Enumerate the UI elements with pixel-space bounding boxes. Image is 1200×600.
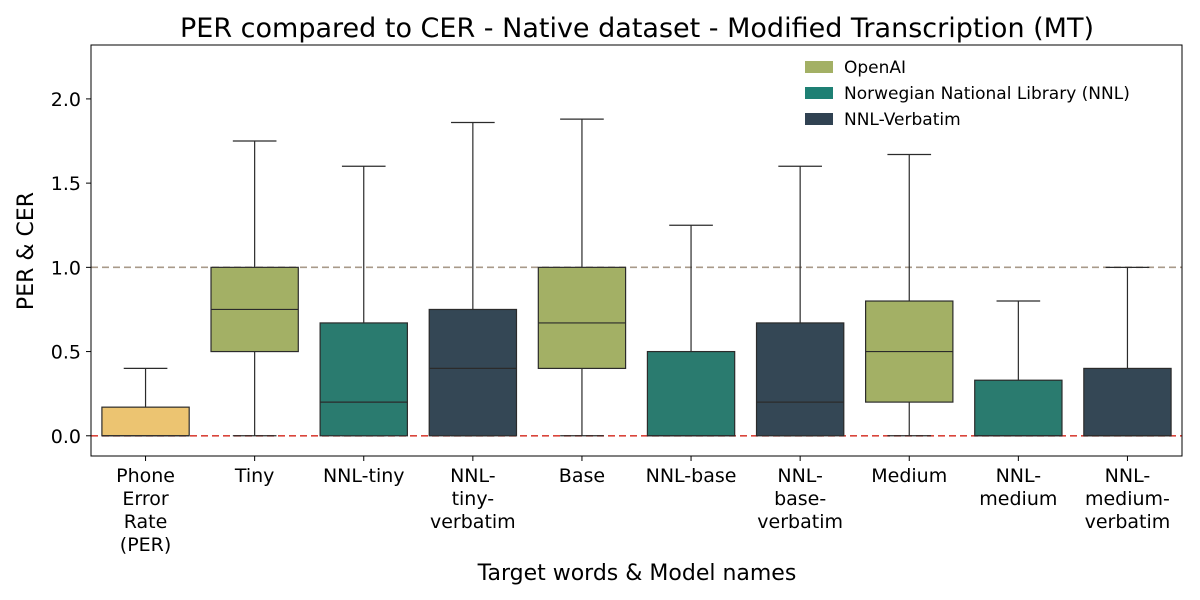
x-tick-label: Rate	[124, 511, 168, 533]
y-tick-label: 2.0	[51, 89, 81, 111]
legend-label: Norwegian National Library (NNL)	[844, 84, 1130, 104]
x-tick-label: NNL-tiny	[323, 465, 405, 487]
x-tick-label: NNL-	[996, 465, 1042, 487]
y-tick-label: 1.5	[51, 173, 81, 195]
x-tick-label: Error	[122, 488, 169, 510]
box	[646, 350, 736, 437]
box	[428, 308, 518, 437]
x-tick-label: NNL-base	[646, 465, 737, 487]
x-tick-label: Base	[559, 465, 605, 487]
legend-label: NNL-Verbatim	[844, 110, 961, 130]
chart-title: PER compared to CER - Native dataset - M…	[180, 13, 1094, 44]
x-tick-label: Tiny	[234, 465, 275, 487]
x-tick-label: (PER)	[120, 534, 172, 556]
y-tick-label: 1.0	[51, 257, 81, 279]
box	[974, 379, 1063, 437]
box	[319, 322, 408, 437]
y-tick-label: 0.0	[51, 426, 81, 448]
x-tick-label: NNL-	[450, 465, 496, 487]
x-tick-label: medium	[979, 488, 1057, 510]
box	[1083, 367, 1172, 437]
axes-frame	[90, 44, 1183, 457]
x-tick-label: verbatim	[1085, 511, 1171, 533]
legend: OpenAI Norwegian National Library (NNL) NN…	[805, 58, 1130, 130]
legend-swatch	[805, 61, 833, 73]
box-group	[101, 367, 190, 437]
x-tick-label: NNL-	[777, 465, 823, 487]
x-tick-label: Phone	[116, 465, 175, 487]
box-group	[1083, 266, 1172, 437]
box	[101, 406, 190, 437]
x-tick-label: base-	[774, 488, 826, 510]
x-axis-label: Target words & Model names	[477, 561, 797, 586]
box	[755, 322, 845, 437]
x-tick-label: NNL-	[1105, 465, 1151, 487]
box-group	[865, 153, 954, 437]
box-group	[974, 300, 1063, 437]
legend-swatch	[805, 113, 833, 125]
legend-label: OpenAI	[844, 58, 906, 78]
x-tick-label: verbatim	[430, 511, 516, 533]
x-tick-label: medium-	[1085, 488, 1170, 510]
y-axis-label: PER & CER	[14, 192, 39, 310]
legend-swatch	[805, 87, 833, 99]
box-group	[755, 165, 845, 437]
y-tick-label: 0.5	[51, 342, 81, 364]
box-group	[428, 121, 518, 437]
x-tick-label: verbatim	[757, 511, 843, 533]
x-tick-label: tiny-	[452, 488, 495, 510]
box-group	[319, 165, 408, 437]
box-group	[210, 140, 299, 437]
box-group	[537, 118, 627, 437]
box	[537, 266, 627, 370]
box-group	[646, 224, 736, 437]
x-tick-label: Medium	[871, 465, 947, 487]
